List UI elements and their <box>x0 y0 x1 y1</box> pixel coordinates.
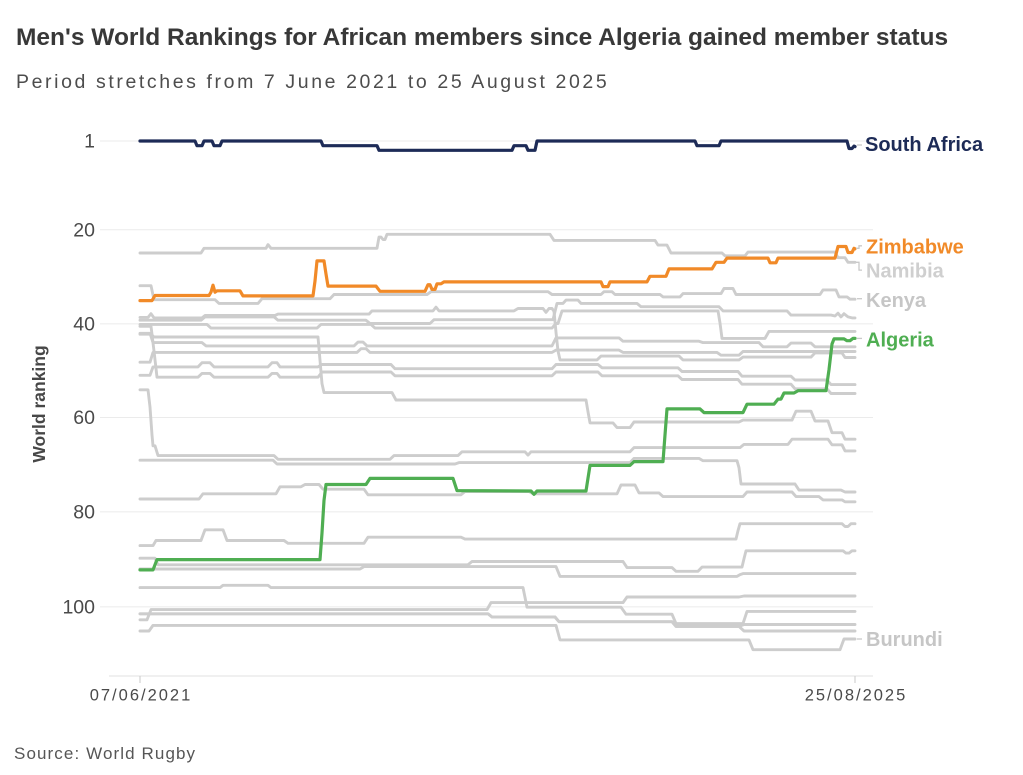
svg-text:40: 40 <box>73 314 95 336</box>
svg-text:80: 80 <box>73 502 95 524</box>
svg-text:1: 1 <box>84 131 95 153</box>
svg-text:Zimbabwe: Zimbabwe <box>866 236 964 258</box>
svg-text:Namibia: Namibia <box>866 261 945 283</box>
svg-text:20: 20 <box>73 220 95 242</box>
svg-text:07/06/2021: 07/06/2021 <box>90 687 193 705</box>
svg-text:Kenya: Kenya <box>866 290 927 312</box>
svg-text:South Africa: South Africa <box>865 134 984 156</box>
svg-text:60: 60 <box>73 407 95 429</box>
svg-text:100: 100 <box>62 597 95 619</box>
svg-text:Burundi: Burundi <box>866 629 943 651</box>
svg-text:25/08/2025: 25/08/2025 <box>805 687 908 705</box>
svg-text:Algeria: Algeria <box>866 329 935 351</box>
svg-text:World ranking: World ranking <box>29 345 49 462</box>
